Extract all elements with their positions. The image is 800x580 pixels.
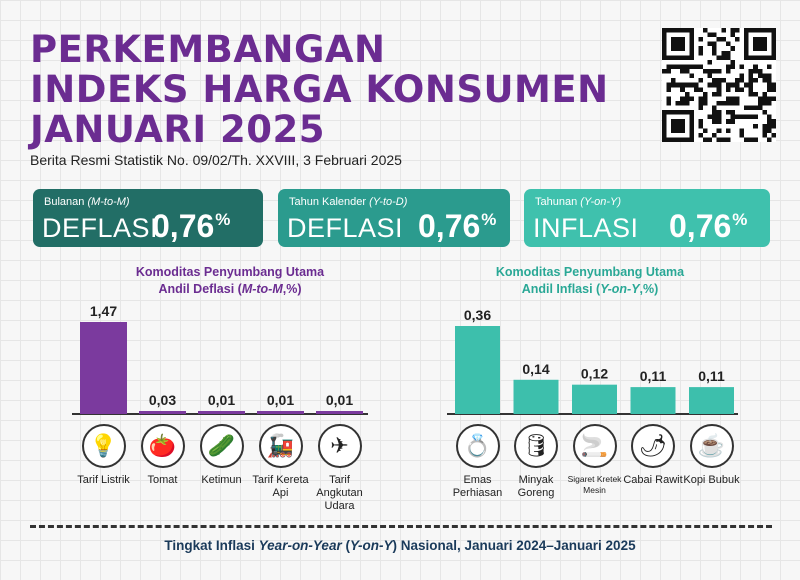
card-label: Tahunan (Y-on-Y) <box>535 196 622 208</box>
category-label: Tarif Listrik <box>77 474 130 486</box>
bar-value-label: 0,14 <box>522 361 549 377</box>
qr-code[interactable] <box>662 28 776 142</box>
category-label: Kopi Bubuk <box>683 474 740 486</box>
card-value: 0,76% <box>669 208 748 244</box>
chart-inflation-title: Komoditas Penyumbang Utama Andil Inflasi… <box>405 264 775 298</box>
coffee-icon: ☕ <box>689 424 734 468</box>
bar <box>198 411 245 414</box>
card-yoy-inflation: Tahunan (Y-on-Y) INFLASI 0,76% <box>524 189 770 247</box>
page-title: PERKEMBANGAN INDEKS HARGA KONSUMEN JANUA… <box>30 30 609 150</box>
bar-value-label: 0,11 <box>640 368 667 384</box>
release-subtitle: Berita Resmi Statistik No. 09/02/Th. XXV… <box>30 152 402 168</box>
bar-value-label: 1,47 <box>90 303 117 319</box>
bar-value-label: 0,01 <box>267 392 294 408</box>
section-divider <box>30 525 772 528</box>
gold-jewelry-icon: 💍 <box>455 424 500 468</box>
category-label: Emas Perhiasan <box>452 474 503 499</box>
chili-icon: 🌶 <box>631 424 675 468</box>
category-label: Tomat <box>147 474 178 486</box>
footer-heading: Tingkat Inflasi Year-on-Year (Y-on-Y) Na… <box>164 538 636 553</box>
bar-value-label: 0,03 <box>149 392 176 408</box>
lightbulb-icon: 💡 <box>81 424 126 468</box>
card-status-word: DEFLASI <box>42 213 159 243</box>
bar-value-label: 0,11 <box>698 368 725 384</box>
category-label: Tarif Kereta Api <box>252 474 309 499</box>
category-label: Cabai Rawit <box>623 474 683 486</box>
title-line: JANUARI 2025 <box>30 108 326 151</box>
bar <box>513 379 559 414</box>
card-monthly-deflation: Bulanan (M-to-M) DEFLASI 0,76% <box>33 189 263 247</box>
category-label: Sigaret Kretek Mesin <box>567 474 622 495</box>
bar <box>689 387 734 414</box>
card-label: Bulanan (M-to-M) <box>44 196 130 208</box>
card-status-word: DEFLASI <box>287 213 404 243</box>
title-line: INDEKS HARGA KONSUMEN <box>30 68 609 111</box>
bar <box>455 326 500 414</box>
bar-value-label: 0,36 <box>464 307 491 323</box>
category-label: Ketimun <box>201 474 242 486</box>
chart-title-line: Andil Deflasi (M-to-M,%) <box>158 282 302 296</box>
bar-value-label: 0,01 <box>326 392 353 408</box>
bar <box>630 387 676 414</box>
title-line: PERKEMBANGAN <box>30 28 386 71</box>
card-ytd-deflation: Tahun Kalender (Y-to-D) DEFLASI 0,76% <box>278 189 510 247</box>
card-label: Tahun Kalender (Y-to-D) <box>289 196 408 208</box>
bar-value-label: 0,12 <box>581 366 608 382</box>
tomato-icon: 🍅 <box>140 424 185 468</box>
card-status-word: INFLASI <box>533 213 639 243</box>
bar <box>316 411 363 414</box>
bar <box>257 411 304 414</box>
train-icon: 🚂 <box>258 424 303 468</box>
category-label: Tarif Angkutan Udara <box>316 474 363 512</box>
bar <box>80 322 127 414</box>
card-value: 0,76% <box>418 208 497 244</box>
chart-title-line: Andil Inflasi (Y-on-Y,%) <box>521 282 659 296</box>
airplane-icon: ✈ <box>317 424 362 468</box>
card-value: 0,76% <box>152 208 231 244</box>
chart-title-line: Komoditas Penyumbang Utama <box>495 265 685 279</box>
chart-deflation-title: Komoditas Penyumbang Utama Andil Deflasi… <box>60 264 400 298</box>
bar-value-label: 0,01 <box>208 392 235 408</box>
cucumber-icon: 🥒 <box>199 424 244 468</box>
chart-title-line: Komoditas Penyumbang Utama <box>135 265 325 279</box>
category-label: Minyak Goreng <box>517 474 555 499</box>
cigarette-icon: 🚬 <box>572 424 617 468</box>
cooking-oil-icon: 🛢 <box>514 424 558 468</box>
bar <box>572 384 617 414</box>
bar <box>139 411 186 414</box>
